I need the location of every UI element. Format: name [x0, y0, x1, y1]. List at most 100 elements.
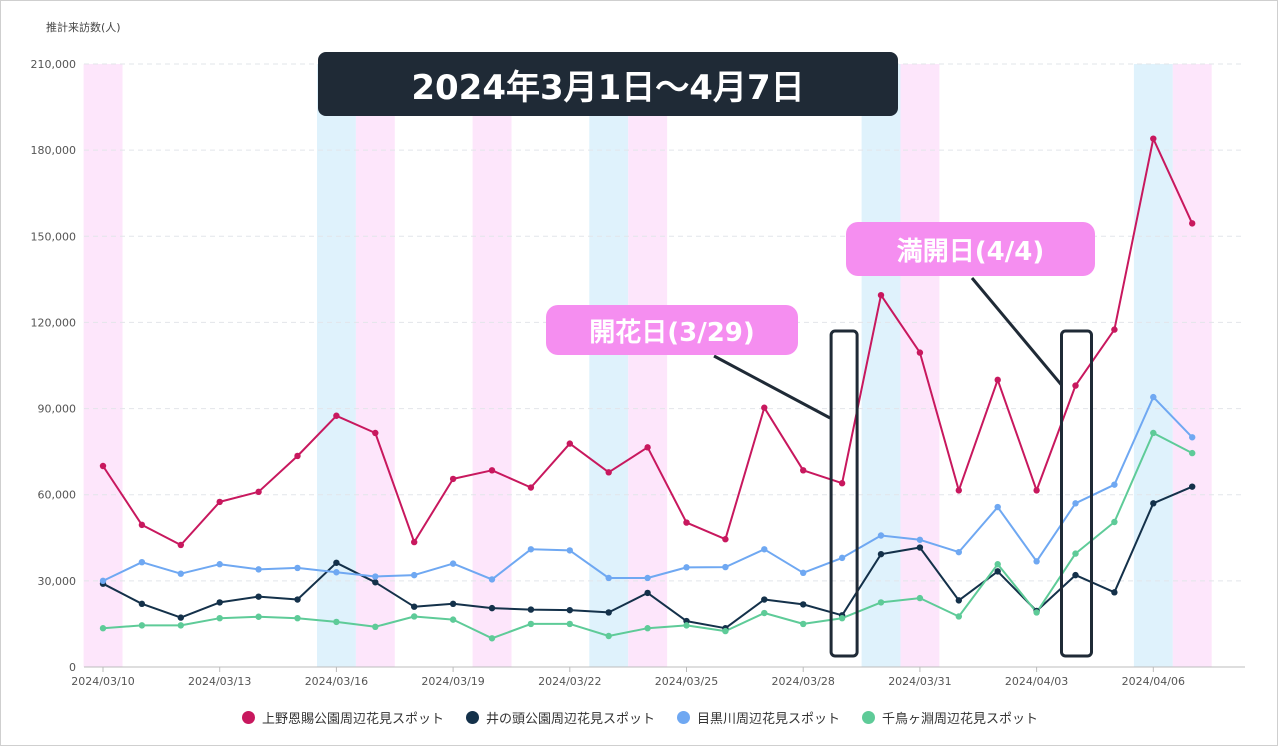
y-tick-label-1: 30,000	[38, 575, 77, 588]
data-point-1-6	[333, 559, 340, 566]
legend-item-ueno[interactable]: 上野恩賜公園周辺花見スポット	[241, 708, 444, 727]
legend-swatch-inokashira	[465, 711, 479, 724]
data-point-3-26	[1111, 518, 1118, 526]
data-point-0-21	[916, 349, 924, 356]
data-point-2-20	[877, 532, 885, 539]
data-point-2-3	[216, 561, 223, 568]
full-bloom-callout: 満開日(4/4)	[846, 222, 1095, 276]
data-point-1-1	[138, 600, 146, 608]
legend-item-inokashira[interactable]: 井の頭公園周辺花見スポット	[465, 708, 655, 727]
data-point-0-14	[644, 444, 651, 451]
data-point-1-22	[955, 597, 962, 604]
bloom-highlight-box	[829, 329, 859, 658]
data-point-0-13	[605, 469, 612, 476]
data-point-0-0	[99, 462, 107, 470]
data-point-0-27	[1150, 135, 1157, 142]
legend: 上野恩賜公園周辺花見スポット 井の頭公園周辺花見スポット 目黒川周辺花見スポット…	[0, 708, 1280, 727]
data-point-3-12	[566, 620, 573, 628]
data-point-3-11	[527, 620, 535, 628]
data-point-2-24	[1033, 558, 1040, 565]
data-point-0-11	[527, 484, 535, 491]
legend-label-ueno: 上野恩賜公園周辺花見スポット	[261, 712, 444, 727]
data-point-0-25	[1072, 382, 1079, 389]
title-banner: 2024年3月1日〜4月7日	[318, 52, 898, 116]
legend-label-meguro: 目黒川周辺花見スポット	[697, 712, 841, 727]
data-point-0-9	[449, 475, 457, 483]
data-point-0-5	[294, 452, 301, 460]
data-point-0-18	[800, 467, 807, 474]
data-point-2-5	[294, 564, 301, 572]
data-point-0-4	[255, 488, 262, 496]
data-point-1-7	[372, 579, 379, 586]
x-tick-label-6: 2024/03/28	[771, 675, 834, 688]
holiday-band-10	[472, 64, 512, 667]
bloom-pointer-line	[713, 354, 831, 420]
data-point-3-4	[255, 613, 262, 620]
data-point-2-28	[1189, 434, 1196, 441]
data-point-0-26	[1111, 326, 1118, 333]
data-point-1-18	[800, 601, 807, 608]
legend-label-chidorigafuchi: 千鳥ヶ淵周辺花見スポット	[882, 712, 1039, 727]
data-point-1-26	[1111, 589, 1118, 596]
x-tick-label-7: 2024/03/31	[888, 675, 951, 688]
data-point-2-12	[566, 547, 573, 554]
data-point-0-6	[333, 412, 340, 419]
data-point-2-7	[372, 573, 379, 580]
data-point-3-9	[449, 616, 457, 623]
data-point-1-27	[1150, 500, 1157, 507]
data-point-3-27	[1150, 429, 1157, 437]
data-point-1-8	[411, 603, 418, 610]
data-point-1-20	[877, 550, 885, 558]
x-tick-label-9: 2024/04/06	[1122, 675, 1185, 688]
axes	[84, 666, 1245, 672]
y-tick-label-7: 210,000	[31, 58, 77, 71]
data-point-0-23	[994, 376, 1001, 384]
data-point-2-23	[994, 503, 1001, 511]
data-point-3-2	[177, 622, 184, 629]
data-point-3-16	[722, 627, 729, 635]
data-point-2-27	[1150, 393, 1157, 401]
x-tick-label-2: 2024/03/16	[305, 675, 368, 688]
legend-item-chidorigafuchi[interactable]: 千鳥ヶ淵周辺花見スポット	[862, 708, 1038, 727]
data-point-0-15	[683, 519, 690, 526]
data-point-1-3	[216, 599, 223, 606]
x-tick-label-8: 2024/04/03	[1005, 675, 1068, 688]
x-tick-label-1: 2024/03/13	[188, 675, 251, 688]
data-point-3-10	[488, 635, 496, 642]
data-point-0-12	[566, 440, 573, 447]
legend-item-meguro[interactable]: 目黒川周辺花見スポット	[677, 708, 840, 727]
full-bloom-pointer-line	[970, 277, 1063, 386]
data-point-0-28	[1189, 220, 1196, 227]
series-points	[99, 135, 1196, 642]
saturday-band-27	[1133, 64, 1173, 667]
legend-swatch-chidorigafuchi	[862, 711, 876, 724]
y-tick-label-6: 180,000	[31, 144, 77, 157]
data-point-3-17	[761, 609, 768, 617]
data-point-1-5	[294, 596, 301, 603]
data-point-3-23	[994, 561, 1001, 568]
data-point-0-8	[411, 538, 418, 546]
data-point-3-8	[411, 613, 418, 620]
data-point-3-19	[838, 614, 846, 622]
x-tick-label-0: 2024/03/10	[71, 675, 134, 688]
data-point-3-28	[1189, 449, 1196, 457]
legend-swatch-meguro	[677, 711, 690, 724]
data-point-1-2	[177, 614, 184, 621]
saturday-band-20	[861, 64, 901, 667]
data-point-1-25	[1072, 571, 1079, 579]
data-point-3-7	[372, 623, 379, 630]
data-point-3-13	[605, 632, 612, 640]
saturday-band-6	[317, 64, 356, 667]
data-point-3-6	[333, 618, 340, 626]
data-point-3-25	[1072, 550, 1079, 557]
data-point-0-20	[877, 291, 885, 299]
bloom-callout: 開花日(3/29)	[546, 305, 798, 355]
data-point-2-17	[761, 546, 768, 553]
data-point-1-13	[605, 609, 612, 616]
data-point-2-26	[1111, 481, 1118, 488]
data-point-0-1	[138, 521, 146, 529]
data-point-0-24	[1033, 487, 1040, 494]
data-point-2-4	[255, 566, 262, 573]
y-tick-label-4: 120,000	[31, 316, 77, 329]
data-point-1-17	[761, 596, 768, 603]
